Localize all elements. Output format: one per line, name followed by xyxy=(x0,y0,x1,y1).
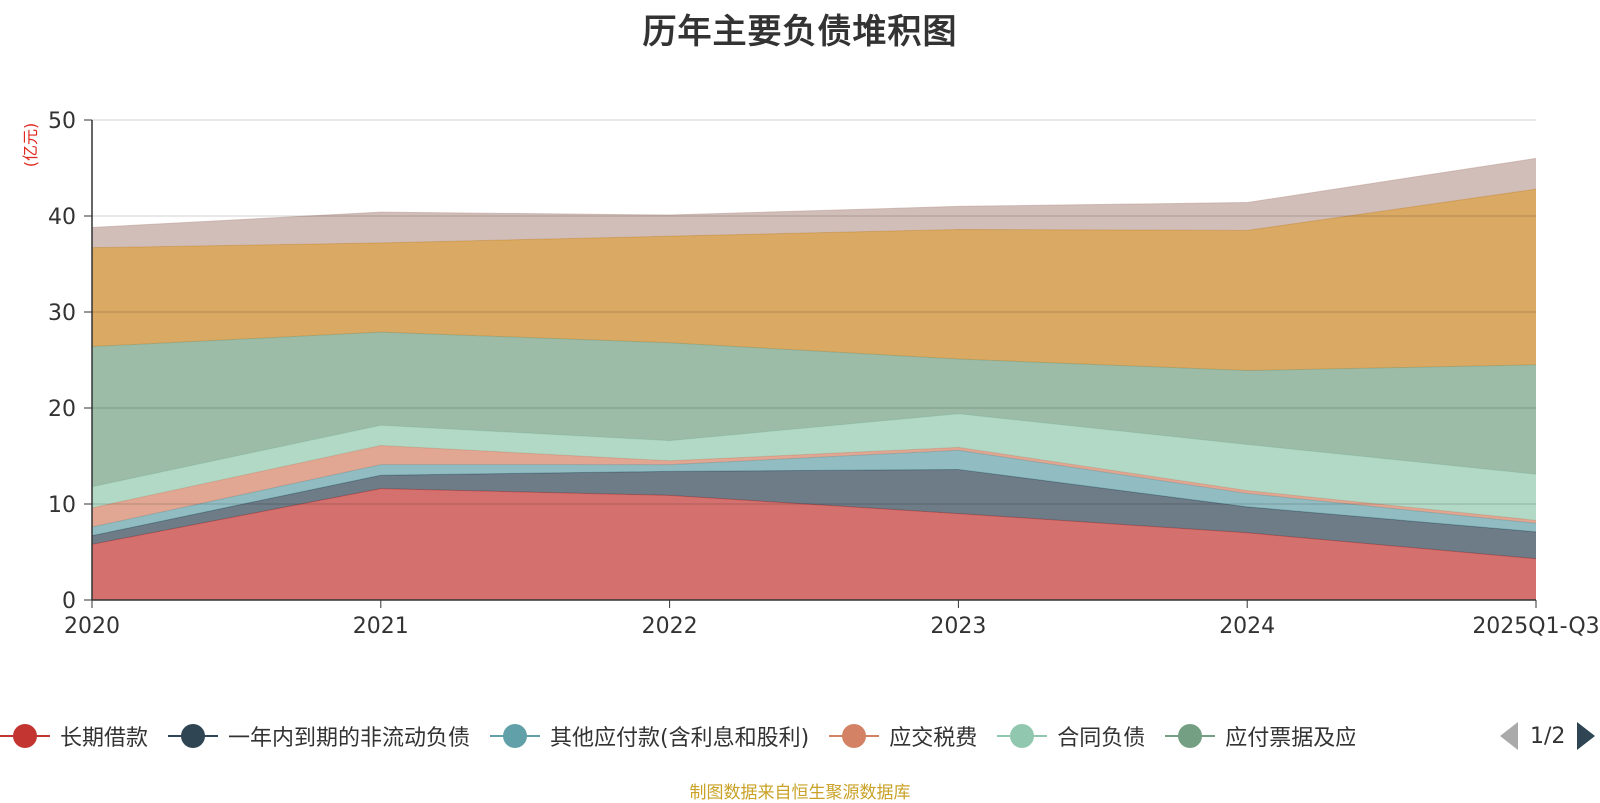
pager-next-icon[interactable] xyxy=(1577,722,1596,750)
chart-plot: 0 10 20 30 40 50 2020 2021 2022 2023 2024 2025Q1-Q3… xyxy=(21,109,1600,639)
x-tick-label: 2025Q1-Q3 xyxy=(1472,614,1599,639)
chart-title: 历年主要负债堆积图 xyxy=(642,12,958,52)
legend-item-contract-liabilities[interactable]: 合同负债 xyxy=(997,716,1145,756)
y-tick-label: 40 xyxy=(48,205,76,230)
legend-item-other-payables[interactable]: 其他应付款(含利息和股利) xyxy=(490,716,809,756)
y-tick-label: 0 xyxy=(62,589,76,614)
legend-marker-icon xyxy=(829,723,880,749)
legend-marker-icon xyxy=(490,723,541,749)
y-axis-unit-label: (亿元) xyxy=(21,123,40,168)
legend-label: 应交税费 xyxy=(889,726,978,751)
x-tick-label: 2021 xyxy=(353,614,409,639)
y-tick-label: 30 xyxy=(48,301,76,326)
data-source-note: 制图数据来自恒生聚源数据库 xyxy=(689,783,911,803)
legend-item-current-noncurrent[interactable]: 一年内到期的非流动负债 xyxy=(168,716,470,756)
y-tick-label: 50 xyxy=(48,109,76,134)
legend-pager: 1/2 xyxy=(1500,718,1596,754)
y-tick-label: 20 xyxy=(48,397,76,422)
legend-label: 其他应付款(含利息和股利) xyxy=(550,726,810,751)
area-series-8 xyxy=(92,158,1536,248)
legend-label: 长期借款 xyxy=(60,726,149,751)
legend-marker-icon xyxy=(168,723,219,749)
x-tick-label: 2023 xyxy=(930,614,986,639)
x-tick-label: 2024 xyxy=(1219,614,1275,639)
legend-item-long-term-borrowing[interactable]: 长期借款 xyxy=(0,716,148,756)
area-series-7 xyxy=(92,189,1536,371)
area-series-6 xyxy=(92,332,1536,487)
x-tick-label: 2020 xyxy=(64,614,120,639)
legend-marker-icon xyxy=(0,723,50,749)
area-series-1 xyxy=(92,488,1536,600)
legend-label: 一年内到期的非流动负债 xyxy=(228,726,471,751)
legend-item-taxes-payable[interactable]: 应交税费 xyxy=(829,716,977,756)
legend-marker-icon xyxy=(1165,723,1216,749)
pager-prev-icon[interactable] xyxy=(1500,722,1518,750)
area-series-3 xyxy=(92,450,1536,536)
legend: 长期借款 一年内到期的非流动负债 其他应付款(含利息和股利) 应交税费 合同负债… xyxy=(0,716,1600,756)
legend-label: 合同负债 xyxy=(1057,726,1146,751)
legend-item-notes-accounts-payable[interactable]: 应付票据及应付账款 xyxy=(1165,716,1355,756)
area-series-5 xyxy=(92,413,1536,521)
x-tick-label: 2022 xyxy=(642,614,698,639)
pager-label: 1/2 xyxy=(1530,723,1566,749)
legend-marker-icon xyxy=(997,723,1048,749)
legend-label: 应付票据及应付账款 xyxy=(1225,726,1356,751)
y-tick-label: 10 xyxy=(48,493,76,518)
area-series-2 xyxy=(92,469,1536,559)
area-edge-series-8 xyxy=(91,157,1537,229)
